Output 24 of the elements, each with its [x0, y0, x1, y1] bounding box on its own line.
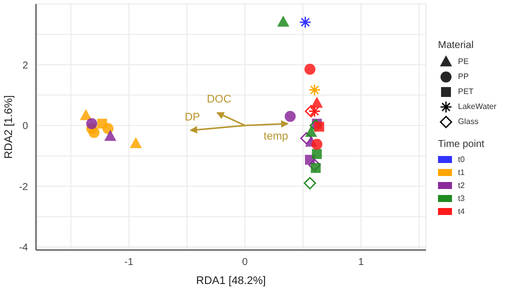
y-tick-label: 2: [22, 60, 28, 72]
text: Glass: [458, 117, 478, 126]
legend-label: t2: [458, 181, 465, 190]
text: PET: [458, 87, 474, 96]
text: PP: [458, 72, 469, 81]
series-label: DP: [184, 111, 200, 124]
text: PE: [458, 57, 469, 66]
legend-title: Time point: [438, 139, 486, 150]
x-tick-label: 0: [242, 257, 248, 268]
series-label: temp: [264, 130, 288, 143]
text: Material: [438, 40, 475, 51]
x-tick-label: 1: [358, 257, 364, 268]
y-tick-label: 0: [22, 121, 28, 132]
y-axis-title: RDA2 [1.6%]: [2, 95, 15, 159]
y-tick-label: -4: [19, 242, 28, 254]
y-tick-label: -2: [19, 182, 28, 193]
legend-label: t4: [458, 207, 465, 216]
x-tick-label: -1: [124, 257, 134, 268]
legend-label: t3: [458, 194, 465, 203]
legend-label: t0: [458, 155, 465, 164]
legend-label: t1: [458, 168, 465, 177]
text: LakeWater: [458, 102, 496, 111]
series-label: DOC: [206, 94, 232, 106]
x-axis-title: RDA1 [48.2%]: [196, 275, 266, 287]
